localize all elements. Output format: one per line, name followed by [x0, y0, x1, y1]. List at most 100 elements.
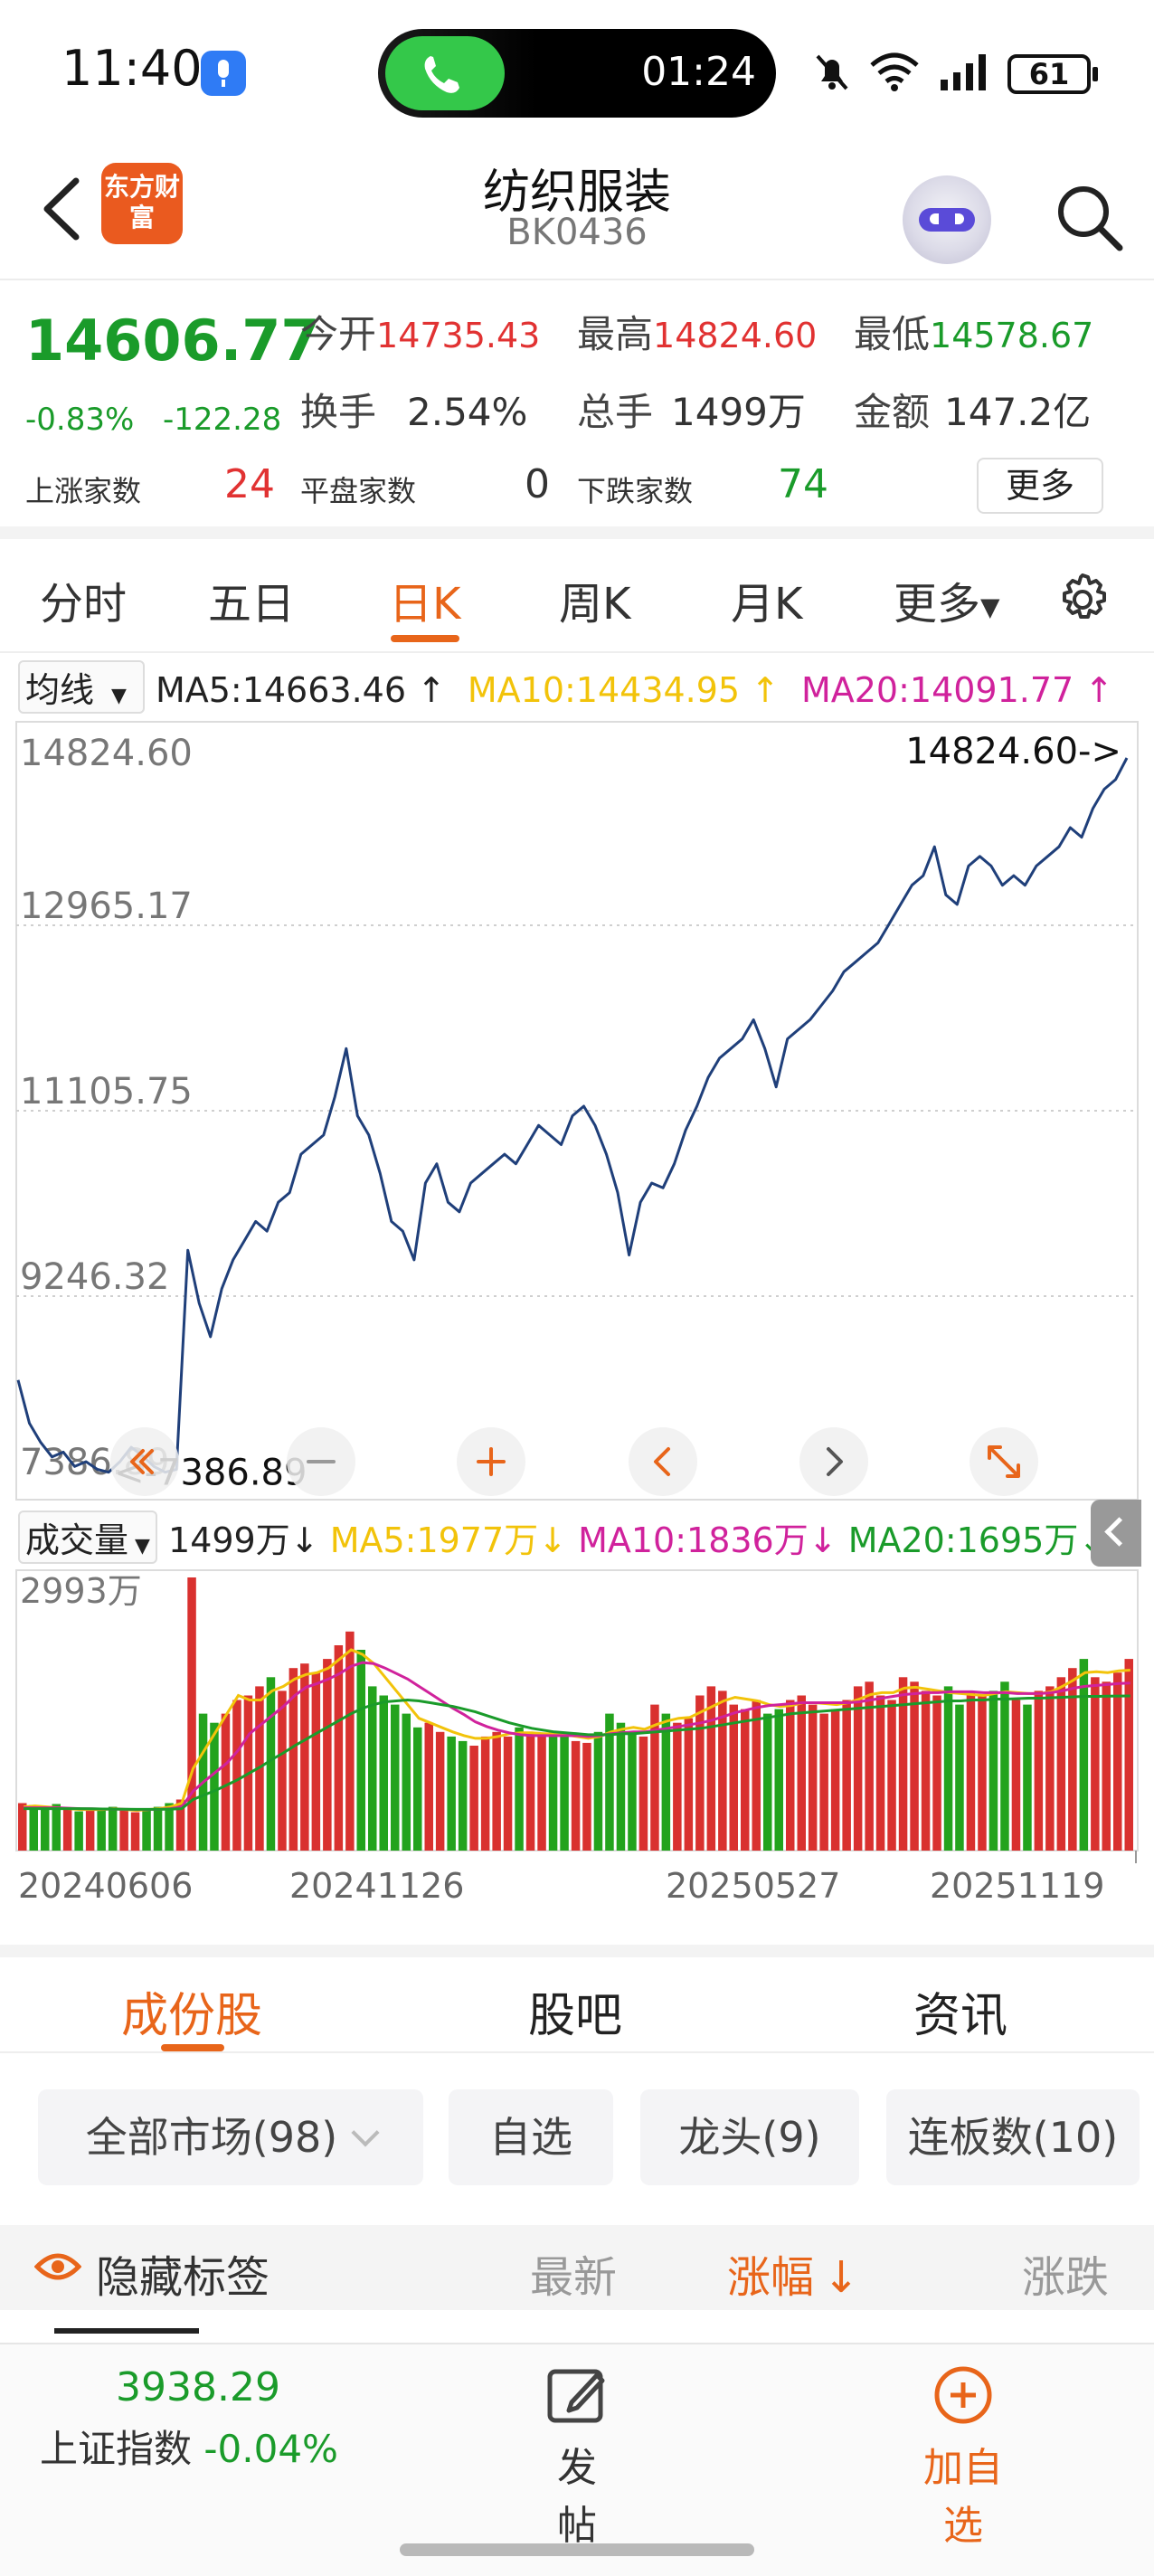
- home-indicator[interactable]: [400, 2543, 754, 2556]
- search-icon[interactable]: [1053, 181, 1125, 253]
- volume-bar: [175, 1799, 185, 1851]
- phone-icon[interactable]: [385, 36, 505, 110]
- volume-bar: [413, 1727, 422, 1851]
- tab-constituents[interactable]: 成份股: [121, 1989, 263, 2043]
- index-name[interactable]: 上证指数 -0.04%: [40, 2427, 338, 2471]
- active-list-tab-underline: [161, 2044, 224, 2051]
- collapse-panel-button[interactable]: [1091, 1500, 1141, 1567]
- x-tick-label: 20250527: [666, 1866, 840, 1906]
- filter-chips: 全部市场(98) 自选 龙头(9) 连板数(10): [0, 2071, 1154, 2185]
- sort-latest[interactable]: 最新: [530, 2252, 618, 2303]
- add-watchlist-button[interactable]: 加自选: [904, 2364, 1022, 2551]
- tab-intraday[interactable]: 分时: [40, 579, 128, 630]
- list-tabs: 成份股 股吧 资讯: [0, 1945, 1154, 2053]
- watchlist-filter[interactable]: 自选: [449, 2089, 613, 2185]
- volume-bar: [525, 1731, 535, 1851]
- volume-bar: [435, 1731, 445, 1851]
- volume-bar: [865, 1681, 874, 1851]
- tab-more[interactable]: 更多▼: [894, 568, 1000, 631]
- tab-daily-k[interactable]: 日K: [389, 579, 461, 630]
- volume-bar: [910, 1681, 919, 1851]
- volume-field: 总手 1499万: [577, 390, 806, 434]
- volume-bar: [887, 1700, 896, 1851]
- index-value[interactable]: 3938.29: [116, 2364, 280, 2410]
- kline-chart[interactable]: 14824.60 12965.17 11105.75 9246.32 7386.89 14…: [0, 715, 1154, 1945]
- volume-bar: [763, 1713, 772, 1851]
- zoom-out-icon[interactable]: [287, 1427, 355, 1496]
- volume-bar: [1045, 1686, 1055, 1851]
- volume-bar: [62, 1808, 72, 1851]
- tab-weekly-k[interactable]: 周K: [559, 579, 631, 630]
- volume-bar: [797, 1695, 806, 1851]
- vol-ma20-value: MA20:1695万↓: [847, 1520, 1108, 1560]
- volume-bar: [29, 1804, 38, 1851]
- post-button[interactable]: 发帖: [539, 2364, 615, 2551]
- sort-bar: 隐藏标签 最新 涨幅 ↓ 涨跌: [0, 2225, 1154, 2310]
- price-axis-label: 12965.17: [20, 886, 193, 927]
- volume-indicator-selector[interactable]: 成交量 ▼: [18, 1511, 157, 1564]
- volume-bar: [458, 1740, 468, 1851]
- volume-bar: [593, 1731, 603, 1851]
- assistant-robot-icon[interactable]: [903, 175, 991, 264]
- plus-circle-icon: [934, 2366, 992, 2424]
- volume-bar: [1034, 1690, 1044, 1851]
- add-watchlist-label: 加自选: [923, 2445, 1003, 2549]
- edit-icon: [547, 2369, 605, 2423]
- open-field: 今开14735.43: [300, 312, 541, 356]
- status-time: 11:40: [61, 40, 203, 97]
- call-timer: 01:24: [641, 49, 756, 95]
- volume-bar: [582, 1742, 591, 1851]
- tab-forum[interactable]: 股吧: [528, 1989, 623, 2043]
- sort-change-percent[interactable]: 涨幅 ↓: [727, 2252, 860, 2303]
- x-tick-label: 20241126: [289, 1866, 464, 1906]
- volume-bar: [729, 1704, 738, 1851]
- zoom-in-icon[interactable]: [457, 1427, 525, 1496]
- volume-bar: [741, 1709, 750, 1851]
- volume-bar: [424, 1722, 433, 1851]
- back-arrow-icon[interactable]: [36, 168, 90, 250]
- tab-news[interactable]: 资讯: [913, 1989, 1008, 2043]
- market-filter-dropdown[interactable]: 全部市场(98): [38, 2089, 423, 2185]
- next-icon[interactable]: [799, 1427, 868, 1496]
- quote-panel: 14606.77 -0.83% -122.28 今开14735.43 最高148…: [0, 282, 1154, 539]
- flat-count-label: 平盘家数: [300, 474, 417, 508]
- nav-header: 东方财富 纺织服装 BK0436: [0, 145, 1154, 280]
- list-item[interactable]: [0, 2312, 1154, 2348]
- volume-bar: [368, 1686, 377, 1851]
- limit-up-filter[interactable]: 连板数(10): [886, 2089, 1140, 2185]
- battery-icon: 61: [1007, 54, 1098, 94]
- indicator-selector[interactable]: 均线 ▼: [18, 660, 145, 714]
- active-tab-underline: [391, 635, 459, 642]
- more-quote-button[interactable]: 更多: [977, 458, 1103, 514]
- leaders-filter[interactable]: 龙头(9): [640, 2089, 859, 2185]
- volume-bar: [661, 1713, 671, 1851]
- volume-bar: [605, 1713, 614, 1851]
- ma20-value: MA20:14091.77 ↑: [800, 670, 1114, 710]
- eye-icon[interactable]: [34, 2250, 81, 2283]
- up-count: 24: [224, 461, 275, 507]
- volume-bar: [774, 1709, 783, 1851]
- tab-monthly-k[interactable]: 月K: [731, 579, 803, 630]
- gear-icon[interactable]: [1053, 570, 1112, 630]
- rewind-icon[interactable]: [110, 1427, 179, 1496]
- fullscreen-icon[interactable]: [970, 1427, 1038, 1496]
- turnover-field: 换手 2.54%: [300, 390, 528, 434]
- chart-canvas[interactable]: 14824.6012965.1711105.759246.327386.8914…: [0, 715, 1154, 1945]
- volume-bar: [447, 1736, 456, 1851]
- sort-change[interactable]: 涨跌: [1022, 2252, 1110, 2303]
- prev-icon[interactable]: [629, 1427, 697, 1496]
- volume-bar: [560, 1736, 569, 1851]
- volume-bar: [650, 1704, 659, 1851]
- app-logo[interactable]: 东方财富: [101, 163, 183, 244]
- volume-bar: [875, 1695, 885, 1851]
- period-tabs: 分时 五日 日K 周K 月K 更多▼: [0, 543, 1154, 653]
- x-tick-label: 20240606: [18, 1866, 193, 1906]
- volume-bar: [266, 1677, 276, 1851]
- current-price: 14606.77: [25, 308, 320, 374]
- volume-bar: [1091, 1677, 1100, 1851]
- tab-five-day[interactable]: 五日: [208, 579, 296, 630]
- volume-bar: [695, 1695, 705, 1851]
- hide-tags-toggle[interactable]: 隐藏标签: [96, 2252, 270, 2303]
- ongoing-call-pill[interactable]: 01:24: [378, 29, 776, 118]
- volume-bar: [628, 1731, 637, 1851]
